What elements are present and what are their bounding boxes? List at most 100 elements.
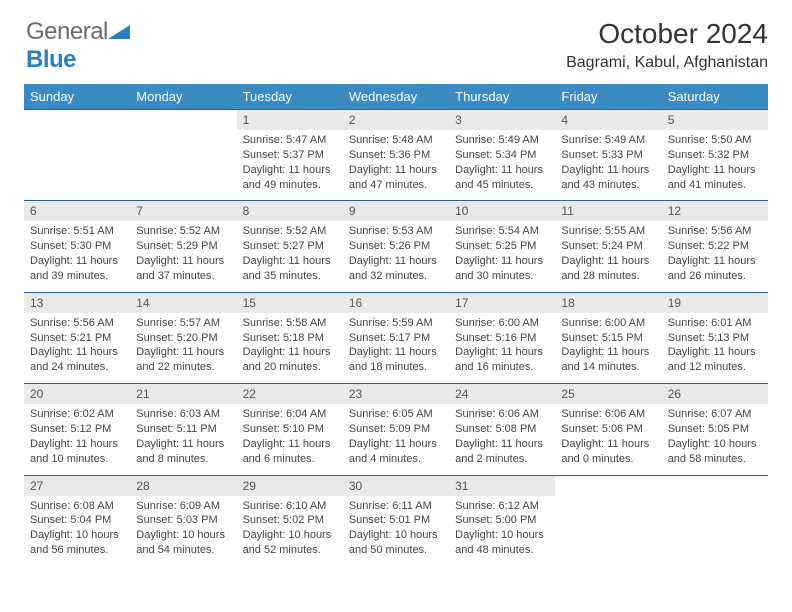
- sunset-text: Sunset: 5:33 PM: [561, 148, 655, 163]
- sunrise-text: Sunrise: 6:01 AM: [668, 316, 762, 331]
- day-number-cell: [24, 110, 130, 131]
- day2-text: and 56 minutes.: [30, 543, 124, 558]
- day-body-cell: Sunrise: 5:57 AMSunset: 5:20 PMDaylight:…: [130, 313, 236, 384]
- day-header: Monday: [130, 84, 236, 110]
- day-header-row: Sunday Monday Tuesday Wednesday Thursday…: [24, 84, 768, 110]
- day1-text: Daylight: 11 hours: [561, 163, 655, 178]
- sunrise-text: Sunrise: 6:08 AM: [30, 499, 124, 514]
- sunrise-text: Sunrise: 5:56 AM: [30, 316, 124, 331]
- day1-text: Daylight: 11 hours: [349, 254, 443, 269]
- sunrise-text: Sunrise: 5:49 AM: [455, 133, 549, 148]
- day1-text: Daylight: 11 hours: [455, 163, 549, 178]
- sunset-text: Sunset: 5:26 PM: [349, 239, 443, 254]
- day-body-cell: Sunrise: 5:59 AMSunset: 5:17 PMDaylight:…: [343, 313, 449, 384]
- calendar-body: 12345Sunrise: 5:47 AMSunset: 5:37 PMDayl…: [24, 110, 768, 566]
- day-body-cell: Sunrise: 6:08 AMSunset: 5:04 PMDaylight:…: [24, 496, 130, 566]
- body-row: Sunrise: 5:51 AMSunset: 5:30 PMDaylight:…: [24, 221, 768, 292]
- day1-text: Daylight: 10 hours: [136, 528, 230, 543]
- sunrise-text: Sunrise: 5:50 AM: [668, 133, 762, 148]
- day-body-cell: Sunrise: 6:04 AMSunset: 5:10 PMDaylight:…: [237, 404, 343, 475]
- day-body-cell: Sunrise: 6:01 AMSunset: 5:13 PMDaylight:…: [662, 313, 768, 384]
- daynum-row: 6789101112: [24, 201, 768, 222]
- sunset-text: Sunset: 5:11 PM: [136, 422, 230, 437]
- sunrise-text: Sunrise: 6:10 AM: [243, 499, 337, 514]
- day-number-cell: 17: [449, 292, 555, 313]
- sunset-text: Sunset: 5:08 PM: [455, 422, 549, 437]
- sunrise-text: Sunrise: 6:12 AM: [455, 499, 549, 514]
- day-body-cell: Sunrise: 5:56 AMSunset: 5:21 PMDaylight:…: [24, 313, 130, 384]
- sunset-text: Sunset: 5:30 PM: [30, 239, 124, 254]
- day-body-cell: Sunrise: 5:55 AMSunset: 5:24 PMDaylight:…: [555, 221, 661, 292]
- day-number-cell: 23: [343, 384, 449, 405]
- day2-text: and 48 minutes.: [455, 543, 549, 558]
- day-header: Sunday: [24, 84, 130, 110]
- daynum-row: 2728293031: [24, 475, 768, 496]
- day-body-cell: Sunrise: 6:11 AMSunset: 5:01 PMDaylight:…: [343, 496, 449, 566]
- sunrise-text: Sunrise: 6:00 AM: [561, 316, 655, 331]
- day-number-cell: [555, 475, 661, 496]
- day-number-cell: 29: [237, 475, 343, 496]
- day-body-cell: Sunrise: 5:58 AMSunset: 5:18 PMDaylight:…: [237, 313, 343, 384]
- day2-text: and 45 minutes.: [455, 178, 549, 193]
- day2-text: and 52 minutes.: [243, 543, 337, 558]
- day1-text: Daylight: 11 hours: [455, 437, 549, 452]
- sunset-text: Sunset: 5:36 PM: [349, 148, 443, 163]
- sunrise-text: Sunrise: 5:52 AM: [136, 224, 230, 239]
- day1-text: Daylight: 11 hours: [455, 254, 549, 269]
- sunrise-text: Sunrise: 6:07 AM: [668, 407, 762, 422]
- sunset-text: Sunset: 5:37 PM: [243, 148, 337, 163]
- sunrise-text: Sunrise: 6:02 AM: [30, 407, 124, 422]
- sunset-text: Sunset: 5:24 PM: [561, 239, 655, 254]
- sunrise-text: Sunrise: 6:06 AM: [561, 407, 655, 422]
- day2-text: and 41 minutes.: [668, 178, 762, 193]
- day2-text: and 24 minutes.: [30, 360, 124, 375]
- day1-text: Daylight: 11 hours: [30, 437, 124, 452]
- sunrise-text: Sunrise: 6:11 AM: [349, 499, 443, 514]
- body-row: Sunrise: 6:02 AMSunset: 5:12 PMDaylight:…: [24, 404, 768, 475]
- sunrise-text: Sunrise: 6:00 AM: [455, 316, 549, 331]
- title-block: October 2024 Bagrami, Kabul, Afghanistan: [566, 18, 768, 72]
- day-header: Tuesday: [237, 84, 343, 110]
- day1-text: Daylight: 11 hours: [243, 345, 337, 360]
- day1-text: Daylight: 11 hours: [349, 345, 443, 360]
- day2-text: and 50 minutes.: [349, 543, 443, 558]
- day2-text: and 8 minutes.: [136, 452, 230, 467]
- daynum-row: 20212223242526: [24, 384, 768, 405]
- day-body-cell: Sunrise: 5:50 AMSunset: 5:32 PMDaylight:…: [662, 130, 768, 201]
- sunset-text: Sunset: 5:18 PM: [243, 331, 337, 346]
- day-number-cell: 12: [662, 201, 768, 222]
- day2-text: and 22 minutes.: [136, 360, 230, 375]
- day-number-cell: 22: [237, 384, 343, 405]
- day-body-cell: Sunrise: 5:48 AMSunset: 5:36 PMDaylight:…: [343, 130, 449, 201]
- daynum-row: 12345: [24, 110, 768, 131]
- day1-text: Daylight: 11 hours: [349, 163, 443, 178]
- sunrise-text: Sunrise: 6:05 AM: [349, 407, 443, 422]
- day2-text: and 49 minutes.: [243, 178, 337, 193]
- day1-text: Daylight: 10 hours: [455, 528, 549, 543]
- day-body-cell: Sunrise: 5:47 AMSunset: 5:37 PMDaylight:…: [237, 130, 343, 201]
- day2-text: and 39 minutes.: [30, 269, 124, 284]
- body-row: Sunrise: 6:08 AMSunset: 5:04 PM Daylight:…: [24, 496, 768, 566]
- day-number-cell: 5: [662, 110, 768, 131]
- sunset-text: Sunset: 5:34 PM: [455, 148, 549, 163]
- day2-text: and 10 minutes.: [30, 452, 124, 467]
- day-number-cell: [662, 475, 768, 496]
- day-number-cell: 28: [130, 475, 236, 496]
- sunrise-text: Sunrise: 5:52 AM: [243, 224, 337, 239]
- sunset-text: Sunset: 5:04 PM: [30, 513, 124, 528]
- day2-text: and 47 minutes.: [349, 178, 443, 193]
- day2-text: and 12 minutes.: [668, 360, 762, 375]
- day-number-cell: 7: [130, 201, 236, 222]
- sunrise-text: Sunrise: 5:55 AM: [561, 224, 655, 239]
- sunset-text: Sunset: 5:20 PM: [136, 331, 230, 346]
- sunrise-text: Sunrise: 5:58 AM: [243, 316, 337, 331]
- logo-text-part2: Blue: [26, 46, 76, 73]
- day1-text: Daylight: 11 hours: [561, 254, 655, 269]
- day2-text: and 32 minutes.: [349, 269, 443, 284]
- day2-text: and 2 minutes.: [455, 452, 549, 467]
- day1-text: Daylight: 10 hours: [243, 528, 337, 543]
- day-header: Thursday: [449, 84, 555, 110]
- day-body-cell: Sunrise: 6:02 AMSunset: 5:12 PMDaylight:…: [24, 404, 130, 475]
- day-body-cell: Sunrise: 5:53 AMSunset: 5:26 PMDaylight:…: [343, 221, 449, 292]
- day1-text: Daylight: 11 hours: [561, 345, 655, 360]
